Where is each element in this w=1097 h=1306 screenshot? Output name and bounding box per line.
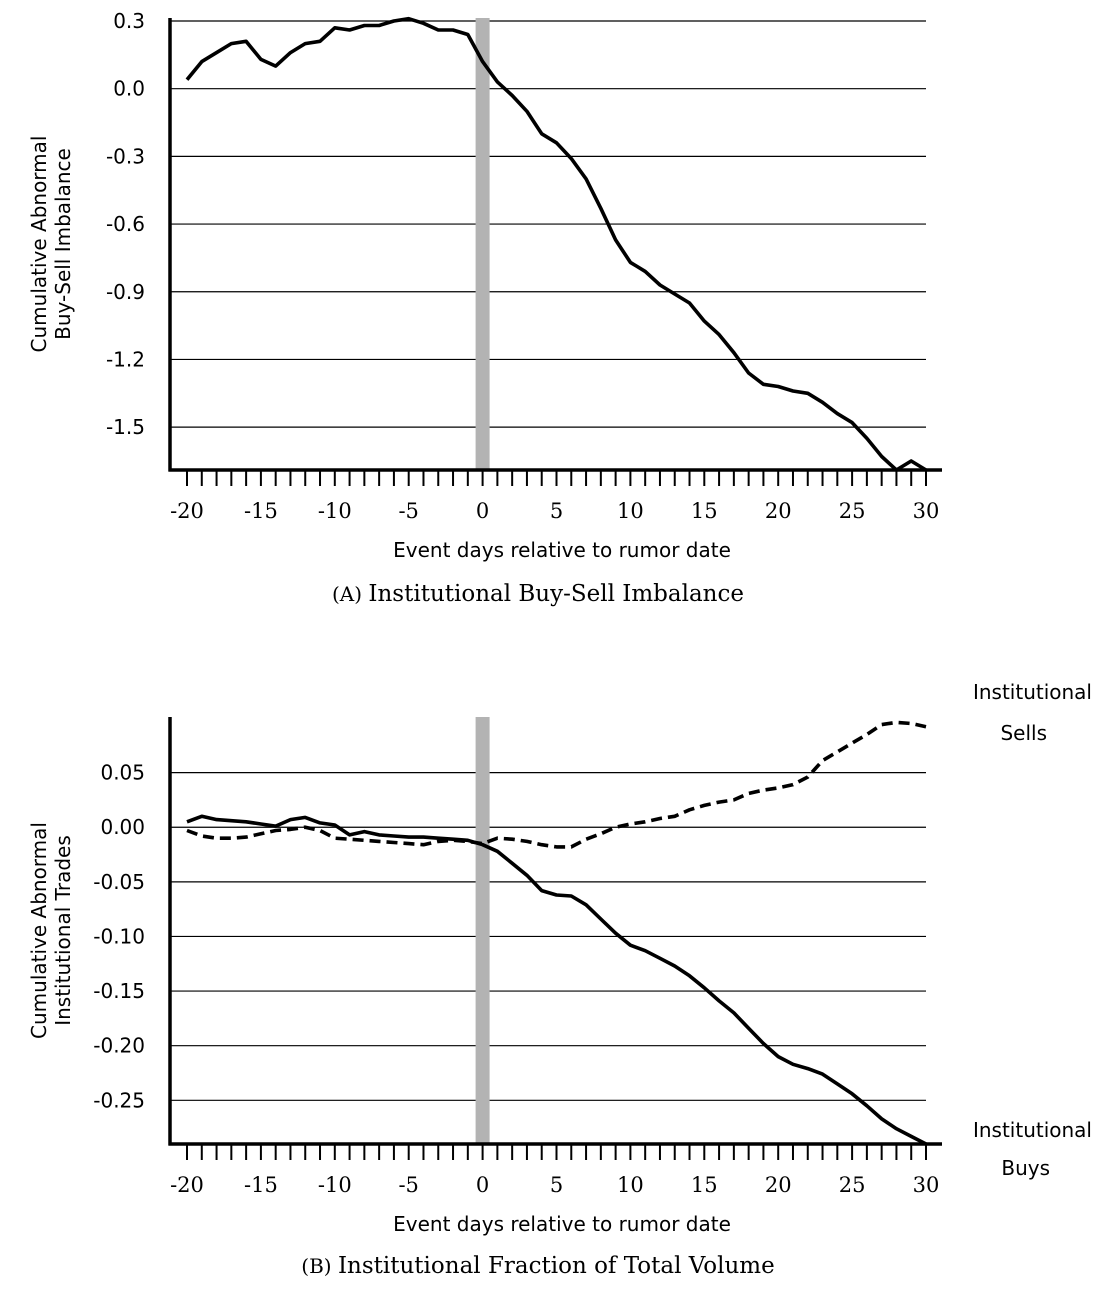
x-tick-label: -20 — [170, 1173, 204, 1197]
x-tick-label: 20 — [765, 1173, 792, 1197]
y-tick-label: 0.00 — [100, 815, 145, 839]
y-tick-label: -0.25 — [93, 1088, 145, 1112]
caption-letter: (A) — [332, 582, 368, 606]
x-tick-label: -5 — [398, 1173, 418, 1197]
series-label-buys: Institutional — [973, 1118, 1092, 1142]
x-tick-label: -5 — [398, 499, 418, 523]
y-tick-label: 0.0 — [113, 77, 145, 101]
y-axis-title-line: Cumulative Abnormal — [27, 136, 51, 353]
caption-text: Institutional Buy-Sell Imbalance — [368, 581, 744, 607]
y-axis-title-line: Buy-Sell Imbalance — [51, 148, 75, 340]
x-tick-label: 15 — [691, 1173, 718, 1197]
caption-text: Institutional Fraction of Total Volume — [338, 1253, 775, 1279]
y-tick-label: -0.05 — [93, 870, 145, 894]
x-tick-label: 25 — [839, 1173, 866, 1197]
x-tick-label: 10 — [617, 1173, 644, 1197]
y-tick-label: -0.10 — [93, 924, 145, 948]
series-line-dashed — [186, 720, 927, 849]
y-tick-label: -0.6 — [106, 212, 145, 236]
y-axis-title-line: Cumulative Abnormal — [27, 822, 51, 1039]
series-line-solid — [186, 814, 927, 1146]
y-tick-label: -0.9 — [106, 280, 145, 304]
x-axis-title: Event days relative to rumor date — [393, 538, 731, 562]
x-tick-label: 0 — [476, 499, 489, 523]
x-tick-label: 20 — [765, 499, 792, 523]
series-label-sells: Sells — [1000, 721, 1047, 745]
panel-a: 0.3 0.0 -0.3 -0.6 -0.9 -1.2 -1.5 -20 -15 -10 -5 0 5 1… — [27, 9, 942, 607]
y-axis-title: Cumulative AbnormalInstitutional Trades — [27, 822, 75, 1039]
y-tick-label: -1.5 — [106, 415, 145, 439]
x-tick-label: -15 — [244, 499, 278, 523]
y-tick-label: -0.3 — [106, 144, 145, 168]
y-tick-label: -0.20 — [93, 1034, 145, 1058]
x-tick-label: 15 — [691, 499, 718, 523]
y-tick-label: 0.05 — [100, 761, 145, 785]
event-date-band — [475, 18, 490, 470]
x-tick-label: 5 — [550, 499, 563, 523]
x-axis-title: Event days relative to rumor date — [393, 1212, 731, 1236]
x-tick-label: -20 — [170, 499, 204, 523]
series-label-sells: Institutional — [973, 680, 1092, 704]
x-tick-label: 10 — [617, 499, 644, 523]
y-tick-label: -1.2 — [106, 347, 145, 371]
x-tick-label: 0 — [476, 1173, 489, 1197]
y-axis-title-line: Institutional Trades — [51, 835, 75, 1026]
x-tick-label: -10 — [318, 1173, 352, 1197]
series-label-buys: Buys — [1001, 1156, 1050, 1180]
x-tick-label: -10 — [318, 499, 352, 523]
panel-caption: (A) Institutional Buy-Sell Imbalance — [332, 581, 744, 607]
event-date-band — [475, 717, 490, 1144]
y-axis-title: Cumulative AbnormalBuy-Sell Imbalance — [27, 136, 75, 353]
y-tick-label: 0.3 — [113, 9, 145, 33]
series-line-solid — [185, 16, 927, 472]
panel-caption: (B) Institutional Fraction of Total Volu… — [301, 1253, 774, 1279]
x-tick-label: -15 — [244, 1173, 278, 1197]
x-tick-label: 25 — [839, 499, 866, 523]
caption-letter: (B) — [301, 1254, 338, 1278]
x-tick-label: 30 — [913, 499, 940, 523]
x-tick-label: 30 — [913, 1173, 940, 1197]
x-tick-label: 5 — [550, 1173, 563, 1197]
y-tick-label: -0.15 — [93, 979, 145, 1003]
panel-b: 0.05 0.00 -0.05 -0.10 -0.15 -0.20 -0.25 -20 -15 -… — [27, 680, 1092, 1279]
